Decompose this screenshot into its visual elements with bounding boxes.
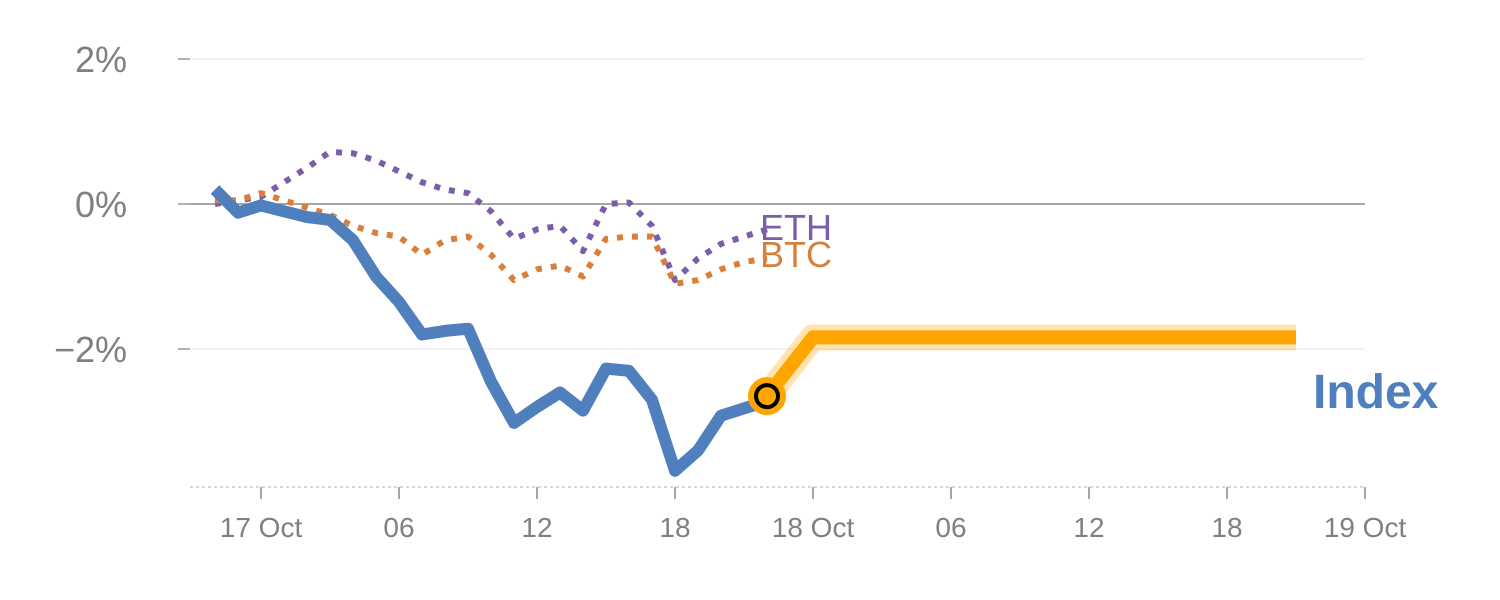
y-tick-label: 0% <box>75 184 127 225</box>
index-series-label: Index <box>1313 366 1439 419</box>
eth-line <box>214 148 768 284</box>
current-point-marker <box>754 383 780 410</box>
index-line <box>210 185 769 477</box>
eth-series-label: ETH <box>760 207 832 248</box>
x-tick-label: 06 <box>935 512 966 543</box>
series-layer <box>210 148 1296 477</box>
y-tick-label: 2% <box>75 39 127 80</box>
y-tick-label: −2% <box>54 329 127 370</box>
x-tick-label: 17 Oct <box>220 512 303 543</box>
x-tick-label: 06 <box>383 512 414 543</box>
x-tick-label: 18 <box>1211 512 1242 543</box>
x-axis: 17 Oct 06 12 18 18 Oct 06 12 18 19 Oct <box>190 486 1407 543</box>
forecast-band <box>756 324 1296 405</box>
x-tick-label: 18 Oct <box>772 512 855 543</box>
marker-layer <box>748 377 786 416</box>
y-axis-labels: 2% 0% −2% <box>54 39 127 370</box>
forecast-line <box>761 330 1296 401</box>
btc-line <box>215 190 768 287</box>
x-tick-label: 12 <box>1073 512 1104 543</box>
x-tick-label: 18 <box>659 512 690 543</box>
y-grid <box>178 58 1365 350</box>
btc-series-label: BTC <box>760 234 832 275</box>
x-tick-label: 19 Oct <box>1324 512 1407 543</box>
x-tick-label: 12 <box>521 512 552 543</box>
